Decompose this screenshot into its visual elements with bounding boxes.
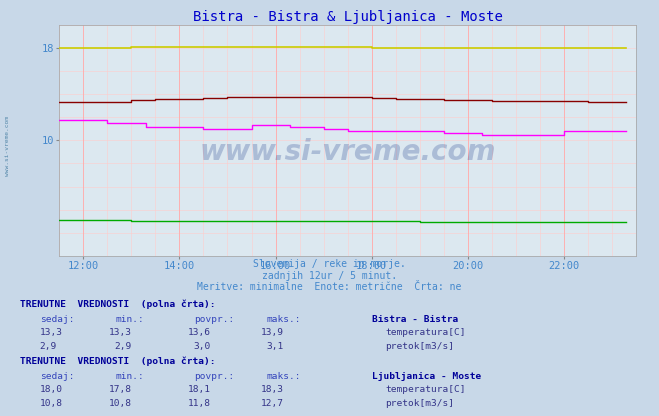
Text: 13,6: 13,6: [188, 328, 211, 337]
Text: min.:: min.:: [115, 371, 144, 381]
Text: 2,9: 2,9: [115, 342, 132, 351]
Text: pretok[m3/s]: pretok[m3/s]: [386, 399, 455, 408]
Text: Meritve: minimalne  Enote: metrične  Črta: ne: Meritve: minimalne Enote: metrične Črta:…: [197, 282, 462, 292]
Text: pretok[m3/s]: pretok[m3/s]: [386, 342, 455, 351]
Text: 2,9: 2,9: [40, 342, 57, 351]
Text: 3,1: 3,1: [266, 342, 283, 351]
Text: www.si-vreme.com: www.si-vreme.com: [5, 116, 11, 176]
Text: 18,1: 18,1: [188, 385, 211, 394]
Text: TRENUTNE  VREDNOSTI  (polna črta):: TRENUTNE VREDNOSTI (polna črta):: [20, 357, 215, 366]
Text: TRENUTNE  VREDNOSTI  (polna črta):: TRENUTNE VREDNOSTI (polna črta):: [20, 300, 215, 309]
Text: povpr.:: povpr.:: [194, 371, 235, 381]
Text: 13,3: 13,3: [40, 328, 63, 337]
Text: sedaj:: sedaj:: [40, 314, 74, 324]
Text: www.si-vreme.com: www.si-vreme.com: [200, 138, 496, 166]
Text: Slovenija / reke in morje.: Slovenija / reke in morje.: [253, 259, 406, 269]
Text: temperatura[C]: temperatura[C]: [386, 385, 466, 394]
Text: maks.:: maks.:: [267, 371, 301, 381]
Text: 18,3: 18,3: [260, 385, 283, 394]
Title: Bistra - Bistra & Ljubljanica - Moste: Bistra - Bistra & Ljubljanica - Moste: [192, 10, 503, 24]
Text: zadnjih 12ur / 5 minut.: zadnjih 12ur / 5 minut.: [262, 271, 397, 281]
Text: 13,9: 13,9: [260, 328, 283, 337]
Text: 3,0: 3,0: [194, 342, 211, 351]
Text: 12,7: 12,7: [260, 399, 283, 408]
Text: Ljubljanica - Moste: Ljubljanica - Moste: [372, 371, 482, 381]
Text: 13,3: 13,3: [109, 328, 132, 337]
Text: 11,8: 11,8: [188, 399, 211, 408]
Text: 10,8: 10,8: [109, 399, 132, 408]
Text: min.:: min.:: [115, 314, 144, 324]
Text: Bistra - Bistra: Bistra - Bistra: [372, 314, 459, 324]
Text: 17,8: 17,8: [109, 385, 132, 394]
Text: povpr.:: povpr.:: [194, 314, 235, 324]
Text: maks.:: maks.:: [267, 314, 301, 324]
Text: temperatura[C]: temperatura[C]: [386, 328, 466, 337]
Text: 18,0: 18,0: [40, 385, 63, 394]
Text: sedaj:: sedaj:: [40, 371, 74, 381]
Text: 10,8: 10,8: [40, 399, 63, 408]
